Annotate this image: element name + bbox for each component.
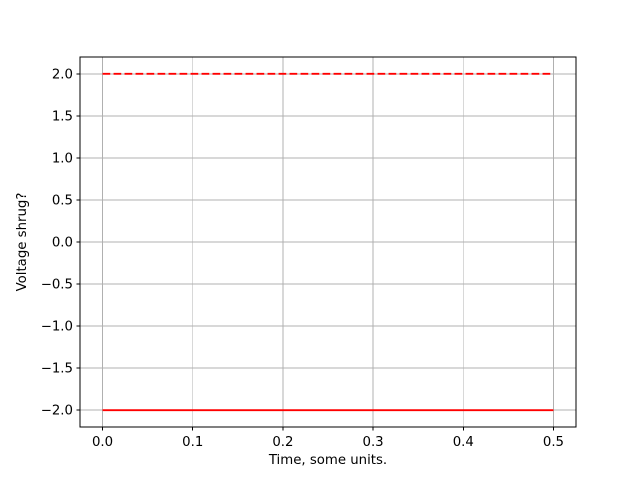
y-tick-label: 2.0 <box>52 67 73 82</box>
x-tick-label: 0.3 <box>363 435 384 450</box>
x-tick-label: 0.5 <box>543 435 564 450</box>
x-axis-label: Time, some units. <box>268 453 387 468</box>
y-tick-label: −1.0 <box>41 320 73 335</box>
y-tick-label: 1.0 <box>52 151 73 166</box>
x-tick-label: 0.4 <box>453 435 474 450</box>
y-tick-label: 0.0 <box>52 236 73 251</box>
x-tick-label: 0.2 <box>272 435 293 450</box>
y-tick-label: −2.0 <box>41 404 73 419</box>
y-tick-label: 1.5 <box>52 109 73 124</box>
y-tick-label: −0.5 <box>41 278 73 293</box>
x-tick-label: 0.0 <box>92 435 113 450</box>
y-tick-label: −1.5 <box>41 362 73 377</box>
x-tick-label: 0.1 <box>182 435 203 450</box>
y-axis-label: Voltage shrug? <box>15 193 30 292</box>
y-tick-label: 0.5 <box>52 193 73 208</box>
